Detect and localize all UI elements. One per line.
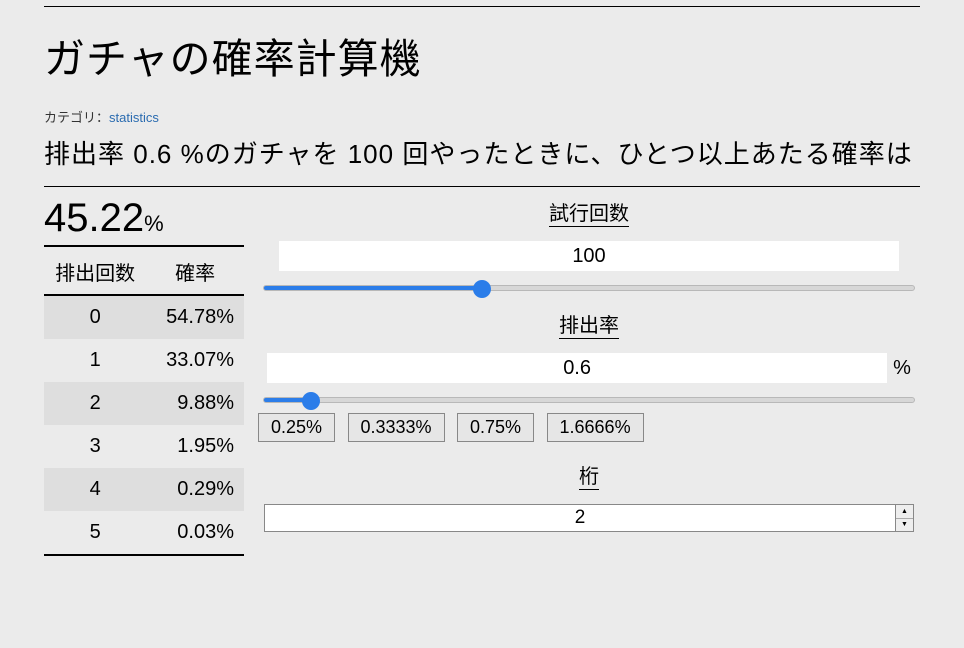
mid-divider [44, 186, 920, 187]
cell-p: 33.07% [146, 339, 244, 382]
cell-n: 4 [44, 468, 146, 511]
summary-prefix: 排出率 [44, 139, 133, 169]
digits-step-up-button[interactable]: ▲ [896, 505, 913, 519]
table-row: 1 33.07% [44, 339, 244, 382]
rate-preset-button[interactable]: 0.25% [258, 413, 335, 442]
rate-input[interactable] [267, 353, 887, 383]
cell-p: 54.78% [146, 295, 244, 339]
category-label: カテゴリ： [44, 110, 109, 125]
cell-n: 2 [44, 382, 146, 425]
rate-preset-button[interactable]: 0.3333% [348, 413, 445, 442]
cell-n: 0 [44, 295, 146, 339]
result-value-box: 45.22% [44, 191, 244, 247]
cell-n: 5 [44, 511, 146, 555]
probability-table: 排出回数 確率 0 54.78% 1 33.07% 2 9.88 [44, 249, 244, 556]
rate-unit: % [893, 357, 911, 380]
digits-input[interactable] [264, 504, 896, 532]
table-row: 5 0.03% [44, 511, 244, 555]
rate-preset-button[interactable]: 0.75% [457, 413, 534, 442]
trials-slider[interactable] [263, 285, 915, 291]
summary-rate-unit: %のガチャを [172, 139, 347, 169]
page-title: ガチャの確率計算機 [44, 25, 920, 85]
cell-p: 9.88% [146, 382, 244, 425]
rate-slider[interactable] [263, 397, 915, 403]
th-count: 排出回数 [44, 249, 146, 295]
th-prob: 確率 [146, 249, 244, 295]
cell-p: 0.29% [146, 468, 244, 511]
table-row: 3 1.95% [44, 425, 244, 468]
table-row: 4 0.29% [44, 468, 244, 511]
summary-sentence: 排出率 0.6 %のガチャを 100 回やったときに、ひとつ以上あたる確率は [44, 132, 920, 176]
digits-label: 桁 [579, 460, 599, 490]
rate-label: 排出率 [559, 309, 619, 339]
cell-p: 1.95% [146, 425, 244, 468]
summary-rate: 0.6 [133, 139, 172, 169]
table-row: 2 9.88% [44, 382, 244, 425]
trials-label: 試行回数 [549, 197, 629, 227]
category-link[interactable]: statistics [109, 110, 159, 125]
trials-input[interactable] [279, 241, 899, 271]
summary-suffix: 回やったときに、ひとつ以上あたる確率は [394, 139, 913, 169]
category-line: カテゴリ：statistics [44, 107, 920, 126]
cell-p: 0.03% [146, 511, 244, 555]
summary-trials: 100 [348, 139, 394, 169]
top-divider [44, 6, 920, 7]
table-row: 0 54.78% [44, 295, 244, 339]
result-unit: % [144, 211, 164, 236]
result-value: 45.22 [44, 196, 144, 240]
cell-n: 3 [44, 425, 146, 468]
rate-preset-button[interactable]: 1.6666% [547, 413, 644, 442]
digits-step-down-button[interactable]: ▼ [896, 519, 913, 532]
cell-n: 1 [44, 339, 146, 382]
